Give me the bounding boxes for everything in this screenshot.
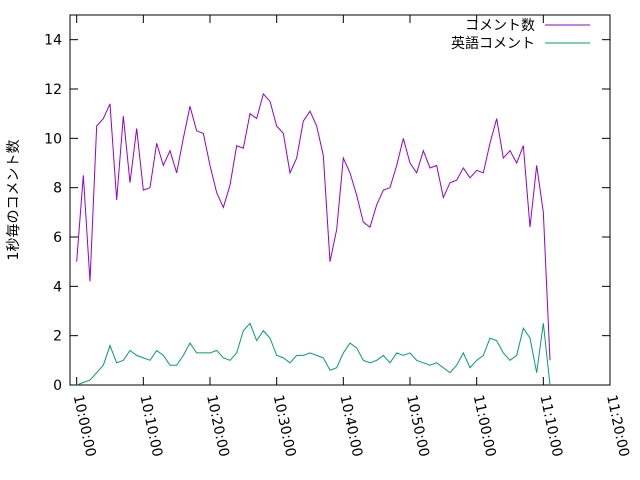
y-tick-label: 14 — [44, 33, 62, 49]
y-tick-label: 0 — [53, 378, 62, 394]
y-axis-label: 1秒毎のコメント数 — [6, 140, 22, 261]
x-tick-label: 11:00:00 — [470, 394, 499, 459]
x-tick-label: 11:20:00 — [603, 394, 632, 459]
y-tick-label: 8 — [53, 181, 62, 197]
x-tick-label: 10:20:00 — [203, 394, 232, 459]
y-tick-label: 4 — [53, 279, 62, 295]
x-tick-label: 10:50:00 — [403, 394, 432, 459]
x-tick-label: 11:10:00 — [536, 394, 565, 459]
x-tick-label: 10:10:00 — [136, 394, 165, 459]
y-tick-label: 6 — [53, 230, 62, 246]
x-tick-label: 10:00:00 — [70, 394, 99, 459]
series-line — [76, 322, 551, 386]
y-tick-label: 10 — [44, 131, 62, 147]
x-tick-label: 10:30:00 — [270, 394, 299, 459]
series-line — [76, 92, 551, 361]
x-tick-label: 10:40:00 — [336, 394, 365, 459]
plot-border — [69, 14, 611, 386]
legend-label: 英語コメント — [451, 35, 535, 52]
y-tick-label: 12 — [44, 82, 62, 98]
y-tick-label: 2 — [53, 329, 62, 345]
legend-label: コメント数 — [465, 18, 535, 34]
